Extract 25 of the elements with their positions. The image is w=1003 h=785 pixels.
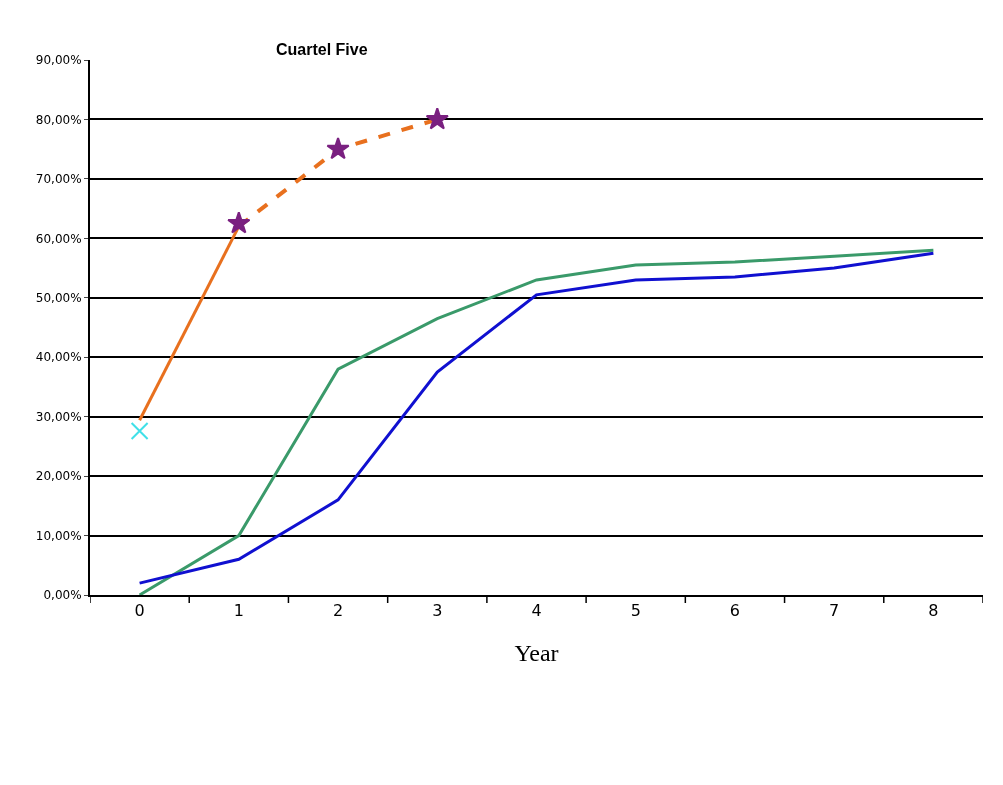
x-tick-label: 3 xyxy=(432,601,443,621)
y-tick-label: 0,00% xyxy=(43,588,82,603)
y-tick-label: 20,00% xyxy=(35,469,82,484)
x-tick-label: 7 xyxy=(829,601,840,621)
point xyxy=(425,107,449,130)
y-tick-label: 30,00% xyxy=(35,409,82,424)
y-tick-label: 70,00% xyxy=(35,172,82,187)
point xyxy=(130,421,149,440)
x-tick-label: 2 xyxy=(332,601,344,621)
y-tick-label: 50,00% xyxy=(35,290,82,305)
y-tick-label: 90,00% xyxy=(35,53,82,68)
x-axis-title: Year xyxy=(514,640,559,666)
y-tick-label: 40,00% xyxy=(35,350,82,365)
point xyxy=(326,136,350,160)
y-tick-label: 60,00% xyxy=(35,231,82,246)
x-tick-label: 1 xyxy=(233,601,244,621)
text: Cuartel Five xyxy=(276,41,368,58)
x-tick-label: 5 xyxy=(630,601,641,621)
x-tick-label: 8 xyxy=(928,601,939,621)
x-tick-label: 6 xyxy=(729,601,741,621)
x-tick-label: 4 xyxy=(531,601,542,621)
point xyxy=(227,211,251,234)
y-tick-label: 80,00% xyxy=(35,112,82,127)
x-tick-label: 0 xyxy=(134,601,145,621)
y-tick-label: 10,00% xyxy=(35,528,82,543)
